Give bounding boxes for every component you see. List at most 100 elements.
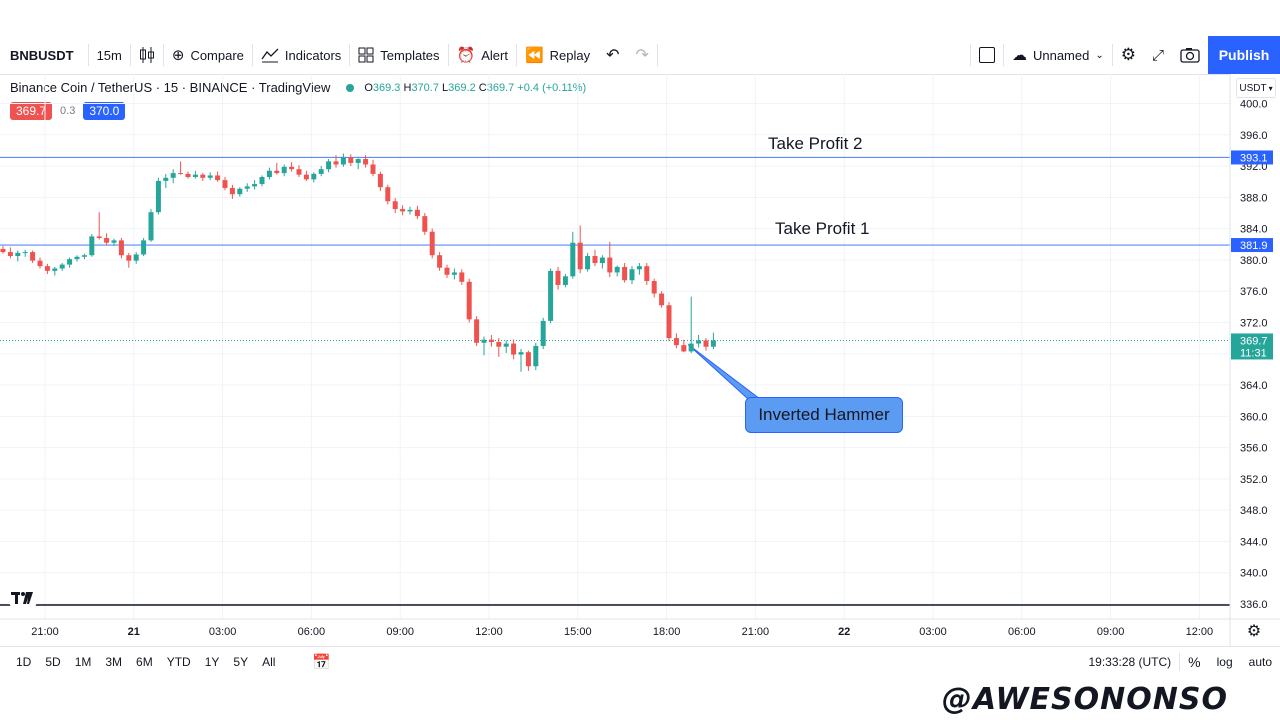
layout-toggle-button[interactable] (971, 36, 1003, 74)
candle-body (318, 169, 324, 174)
log-toggle[interactable]: log (1216, 655, 1233, 669)
currency-selector[interactable]: USDT ▾ (1236, 78, 1276, 98)
take-profit-1-label[interactable]: Take Profit 1 (775, 219, 870, 238)
templates-button[interactable]: Templates (350, 36, 447, 74)
range-button-3m[interactable]: 3M (105, 655, 123, 669)
axis-settings-gear-icon: ⚙ (1247, 623, 1261, 640)
candle-body (118, 240, 124, 256)
candle (614, 265, 620, 277)
last-price-badge-text: 369.7 (1240, 335, 1268, 347)
compare-label: Compare (190, 47, 244, 63)
range-button-1y[interactable]: 1Y (204, 655, 220, 669)
settings-button[interactable]: ⚙ (1113, 36, 1144, 74)
candle (178, 161, 184, 175)
candle-body (496, 342, 502, 347)
candle-body (407, 209, 413, 212)
candle (15, 250, 21, 262)
candle (555, 266, 561, 290)
divider (87, 44, 89, 66)
price-tick-label: 364.0 (1240, 380, 1268, 392)
chevron-down-icon: ▾ (1268, 83, 1273, 93)
utc-clock[interactable]: 19:33:28 (UTC) (1088, 655, 1172, 669)
price-tick-label: 356.0 (1240, 443, 1268, 455)
snapshot-button[interactable] (1172, 36, 1208, 74)
chart-type-button[interactable] (131, 36, 163, 74)
candle (629, 266, 635, 285)
range-button-1m[interactable]: 1M (74, 655, 92, 669)
candle (185, 171, 191, 179)
undo-button[interactable]: ↶ (598, 36, 627, 74)
redo-button[interactable]: ↷ (628, 36, 657, 74)
gear-icon: ⚙ (1120, 45, 1136, 64)
candle-body (599, 257, 605, 264)
candle (429, 228, 435, 259)
last-price-badge (1231, 333, 1273, 360)
time-tick-label: 21:00 (742, 626, 770, 638)
candle-body (474, 319, 480, 343)
candle (215, 171, 221, 182)
auto-toggle[interactable]: auto (1248, 655, 1272, 669)
low-value: 369.2 (448, 81, 476, 94)
candle-body (192, 174, 198, 178)
range-button-all[interactable]: All (262, 655, 276, 669)
candle (607, 241, 613, 278)
range-button-ytd[interactable]: YTD (166, 655, 191, 669)
range-button-5y[interactable]: 5Y (233, 655, 249, 669)
candle-body (614, 266, 620, 273)
price-axis: 400.0396.0392.0388.0384.0380.0376.0372.0… (1229, 74, 1280, 646)
candle-body (96, 236, 102, 239)
candle (126, 252, 132, 268)
candle (540, 317, 546, 350)
price-chart[interactable]: 400.0396.0392.0388.0384.0380.0376.0372.0… (0, 74, 1280, 646)
price-axis-bg (1230, 74, 1280, 646)
range-button-5d[interactable]: 5D (45, 655, 61, 669)
candle-body (163, 177, 169, 181)
candle-body (629, 269, 635, 281)
percent-toggle[interactable]: % (1188, 654, 1201, 670)
candle-body (644, 266, 650, 282)
inverted-hammer-callout[interactable]: Inverted Hammer (745, 397, 903, 433)
candle-body (222, 180, 228, 188)
range-button-6m[interactable]: 6M (136, 655, 153, 669)
indicators-icon (261, 48, 279, 63)
candle-body (289, 166, 295, 170)
time-tick-label: 06:00 (1008, 626, 1036, 638)
replay-button[interactable]: ⏪ Replay (517, 36, 598, 74)
callout-pointer (687, 344, 762, 400)
candle (673, 333, 679, 349)
layout-name-dropdown[interactable]: ☁ Unnamed ⌄ (1004, 36, 1112, 74)
candle (562, 273, 568, 288)
bottom-right-controls: 19:33:28 (UTC) % log auto (1080, 647, 1280, 677)
fullscreen-button[interactable]: ⤢ (1144, 36, 1172, 74)
alert-button[interactable]: ⏰ Alert (449, 36, 516, 74)
candle-body (400, 209, 406, 212)
close-value: 369.7 (486, 81, 515, 94)
publish-button[interactable]: Publish (1208, 36, 1280, 74)
take-profit-2-label[interactable]: Take Profit 2 (768, 134, 863, 153)
candle (466, 278, 472, 323)
candle-body (281, 166, 287, 174)
market-status-dot[interactable] (346, 83, 355, 92)
buy-button[interactable]: 370.0 (83, 102, 126, 120)
tradingview-logo[interactable] (8, 584, 38, 612)
candle-body (518, 352, 524, 355)
candle-body (651, 281, 657, 294)
candle-body (370, 164, 376, 174)
indicators-button[interactable]: Indicators (253, 36, 349, 74)
compare-button[interactable]: ⊕ Compare (164, 36, 252, 74)
candle (533, 342, 539, 371)
goto-date-icon[interactable]: 📅 (312, 654, 332, 671)
interval-button[interactable]: 15m (96, 47, 122, 63)
sell-button[interactable]: 369.7 (10, 102, 53, 120)
price-tick-label: 372.0 (1240, 317, 1268, 329)
price-tick-label: 352.0 (1240, 474, 1268, 486)
candle-body (451, 272, 457, 275)
range-button-1d[interactable]: 1D (16, 655, 32, 669)
candle (252, 180, 258, 190)
candle (437, 252, 443, 271)
time-tick-label: 03:00 (209, 626, 237, 638)
candle (525, 350, 531, 371)
candle-body (0, 248, 6, 253)
candle (52, 266, 58, 276)
symbol-search[interactable]: BNBUSDT (10, 47, 74, 63)
